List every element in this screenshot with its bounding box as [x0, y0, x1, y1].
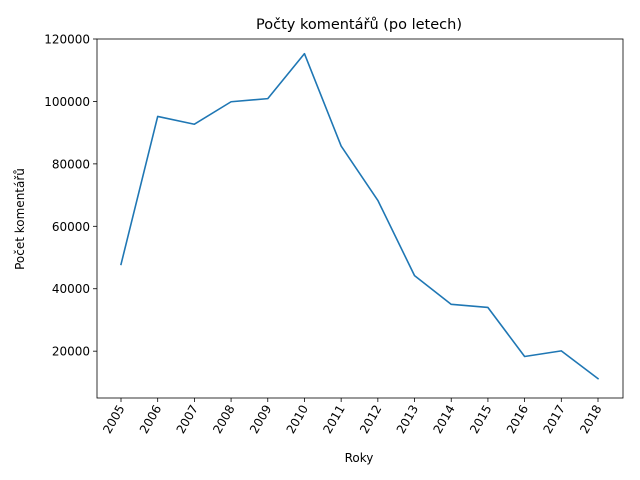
x-tick-label: 2014 [430, 403, 457, 436]
x-tick-label: 2015 [467, 403, 494, 436]
x-tick-label: 2011 [320, 403, 347, 436]
x-tick-label: 2010 [284, 403, 311, 436]
x-axis-label: Roky [345, 451, 374, 465]
y-tick-label: 40000 [52, 282, 90, 296]
x-tick-label: 2006 [137, 403, 164, 436]
x-tick-label: 2012 [357, 403, 384, 436]
y-tick-label: 60000 [52, 220, 90, 234]
x-tick-label: 2008 [210, 403, 237, 436]
x-tick-label: 2017 [541, 403, 568, 436]
y-tick-label: 20000 [52, 345, 90, 359]
x-tick-label: 2013 [394, 403, 421, 436]
x-tick-label: 2016 [504, 403, 531, 436]
x-tick-label: 2018 [577, 403, 604, 436]
y-tick-label: 80000 [52, 157, 90, 171]
x-tick-label: 2009 [247, 403, 274, 436]
y-tick-label: 100000 [44, 95, 90, 109]
x-axis-ticks: 2005 2006 2007 2008 2009 2010 2011 2012 2013 2014… [100, 398, 605, 436]
x-tick-label: 2007 [174, 403, 201, 436]
plot-frame [96, 38, 624, 399]
chart-title: Počty komentářů (po letech) [256, 17, 462, 33]
series-layer [120, 52, 600, 380]
x-tick-label: 2005 [100, 403, 127, 436]
y-axis-ticks: 20000 40000 60000 80000 100000 120000 [44, 33, 97, 359]
series-line [120, 52, 600, 380]
y-tick-label: 120000 [44, 33, 90, 47]
y-axis-label: Počet komentářů [13, 168, 27, 270]
